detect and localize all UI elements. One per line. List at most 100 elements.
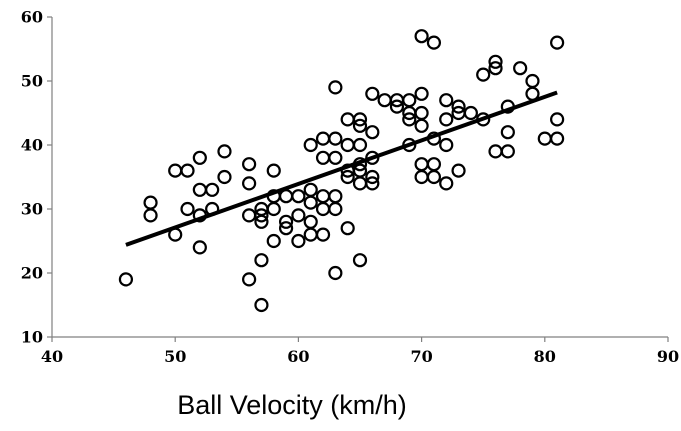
data-point	[266, 233, 281, 249]
tick-labels: 10 20 30 40 50 60 40 50 60 70 80 90	[21, 8, 679, 367]
y-tick-label: 40	[21, 136, 43, 155]
data-point	[242, 208, 257, 223]
data-point	[340, 221, 355, 236]
data-point	[365, 86, 380, 101]
data-point	[414, 169, 429, 185]
data-point	[303, 137, 318, 153]
data-point	[402, 112, 417, 127]
data-point	[426, 169, 442, 185]
y-tick-label: 30	[21, 200, 43, 219]
data-point	[377, 93, 392, 108]
y-tick-label: 20	[21, 264, 43, 283]
data-point	[315, 227, 331, 242]
x-tick-label: 40	[41, 347, 63, 366]
data-point	[315, 201, 331, 217]
tick-marks	[47, 16, 669, 342]
data-point	[303, 195, 318, 210]
data-point	[242, 272, 257, 287]
data-point	[328, 80, 343, 95]
data-point	[500, 144, 515, 159]
data-point	[451, 99, 466, 114]
data-point	[315, 150, 331, 165]
data-point	[439, 93, 454, 108]
data-point	[352, 137, 368, 153]
data-point	[340, 137, 355, 153]
x-axis-title: Ball Velocity (km/h)	[177, 390, 407, 420]
data-point	[254, 214, 269, 229]
data-point	[352, 118, 368, 133]
data-point	[278, 214, 294, 229]
data-point	[414, 105, 429, 121]
data-point	[352, 253, 368, 268]
data-point	[303, 214, 318, 229]
data-point	[168, 163, 183, 178]
data-point	[352, 176, 368, 191]
data-point	[488, 61, 503, 76]
data-point	[328, 131, 343, 146]
data-point	[278, 221, 294, 236]
data-point	[439, 176, 454, 191]
data-point	[352, 112, 368, 127]
data-point	[303, 227, 318, 242]
data-point	[365, 176, 380, 191]
data-point	[180, 201, 195, 217]
data-point	[414, 157, 429, 172]
data-point	[192, 240, 207, 255]
data-point	[389, 99, 405, 114]
data-point	[242, 176, 257, 191]
data-point	[315, 189, 331, 204]
data-point	[291, 208, 306, 223]
data-point	[315, 131, 331, 146]
data-point	[414, 29, 429, 44]
data-point	[266, 201, 281, 217]
data-point	[340, 112, 355, 127]
data-point	[352, 163, 368, 178]
x-tick-label: 80	[534, 347, 556, 366]
data-point	[118, 272, 134, 287]
data-point	[426, 157, 442, 172]
data-point	[451, 163, 466, 178]
y-tick-label: 10	[21, 328, 43, 347]
data-point	[192, 182, 207, 197]
data-point	[328, 201, 343, 217]
data-point	[488, 54, 503, 69]
trend-line	[125, 90, 558, 247]
data-point	[513, 61, 528, 76]
data-point	[266, 163, 281, 178]
y-tick-label: 60	[21, 8, 43, 27]
x-tick-label: 70	[410, 347, 432, 366]
data-point	[242, 157, 257, 172]
x-tick-label: 50	[164, 347, 186, 366]
data-point	[550, 131, 565, 146]
data-point	[217, 169, 232, 185]
data-point	[537, 131, 552, 146]
data-point	[439, 137, 454, 153]
data-point	[500, 125, 515, 140]
data-point	[402, 93, 417, 108]
data-point	[426, 35, 442, 50]
data-point	[143, 208, 158, 223]
data-point	[254, 297, 269, 313]
data-point	[291, 233, 306, 249]
data-point	[303, 182, 318, 197]
data-point	[217, 144, 232, 159]
data-point	[525, 73, 540, 89]
data-point	[550, 35, 565, 50]
trend-line-group	[125, 90, 558, 247]
data-point	[328, 265, 343, 281]
x-tick-label: 60	[287, 347, 309, 366]
data-point	[414, 86, 429, 101]
data-point	[463, 105, 478, 121]
data-point	[550, 112, 565, 127]
data-point	[291, 189, 306, 204]
data-point	[414, 118, 429, 133]
data-point	[205, 182, 220, 197]
data-point	[180, 163, 195, 178]
data-point	[439, 112, 454, 127]
data-point	[254, 253, 269, 268]
data-point	[278, 189, 294, 204]
x-tick-label: 90	[657, 347, 679, 366]
data-point	[328, 189, 343, 204]
